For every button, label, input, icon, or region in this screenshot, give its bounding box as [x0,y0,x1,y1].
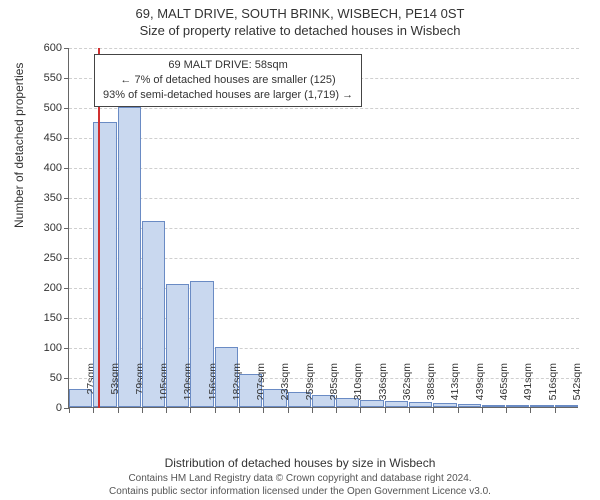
xtick-mark [385,408,386,413]
xtick-mark [288,408,289,413]
ytick-label: 150 [22,312,62,324]
x-axis-label: Distribution of detached houses by size … [0,456,600,470]
ytick-label: 350 [22,192,62,204]
gridline [69,198,579,199]
ytick-label: 0 [22,402,62,414]
ytick-mark [64,288,69,289]
gridline [69,138,579,139]
title-address: 69, MALT DRIVE, SOUTH BRINK, WISBECH, PE… [0,0,600,21]
xtick-mark [530,408,531,413]
annotation-line-1: 69 MALT DRIVE: 58sqm [103,58,353,73]
xtick-mark [312,408,313,413]
footer-line-1: Contains HM Land Registry data © Crown c… [0,473,600,486]
xtick-mark [458,408,459,413]
ytick-label: 500 [22,102,62,114]
plot-area: 05010015020025030035040045050055060027sq… [68,48,578,408]
ytick-mark [64,198,69,199]
xtick-label: 542sqm [571,363,583,413]
ytick-mark [64,48,69,49]
xtick-mark [215,408,216,413]
ytick-mark [64,108,69,109]
xtick-mark [69,408,70,413]
annotation-line-2: ← 7% of detached houses are smaller (125… [103,73,353,88]
gridline [69,168,579,169]
xtick-mark [239,408,240,413]
xtick-mark [409,408,410,413]
ytick-label: 200 [22,282,62,294]
xtick-mark [142,408,143,413]
ytick-label: 450 [22,132,62,144]
footer: Contains HM Land Registry data © Crown c… [0,473,600,498]
xtick-mark [190,408,191,413]
ytick-label: 550 [22,72,62,84]
gridline [69,48,579,49]
xtick-mark [166,408,167,413]
chart-container: 69, MALT DRIVE, SOUTH BRINK, WISBECH, PE… [0,0,600,500]
ytick-label: 50 [22,372,62,384]
gridline [69,108,579,109]
annotation-line-3: 93% of semi-detached houses are larger (… [103,88,353,103]
xtick-mark [482,408,483,413]
xtick-mark [506,408,507,413]
xtick-mark [263,408,264,413]
xtick-mark [555,408,556,413]
footer-line-2: Contains public sector information licen… [0,486,600,499]
ytick-label: 600 [22,42,62,54]
ytick-mark [64,378,69,379]
title-subtitle: Size of property relative to detached ho… [0,21,600,38]
ytick-mark [64,318,69,319]
ytick-label: 400 [22,162,62,174]
xtick-mark [336,408,337,413]
ytick-mark [64,138,69,139]
bar [118,107,141,407]
ytick-label: 100 [22,342,62,354]
xtick-mark [93,408,94,413]
ytick-mark [64,78,69,79]
ytick-label: 250 [22,252,62,264]
ytick-mark [64,258,69,259]
xtick-mark [360,408,361,413]
xtick-mark [118,408,119,413]
ytick-mark [64,348,69,349]
annotation-box: 69 MALT DRIVE: 58sqm ← 7% of detached ho… [94,54,362,107]
ytick-mark [64,228,69,229]
xtick-mark [433,408,434,413]
ytick-mark [64,168,69,169]
ytick-label: 300 [22,222,62,234]
